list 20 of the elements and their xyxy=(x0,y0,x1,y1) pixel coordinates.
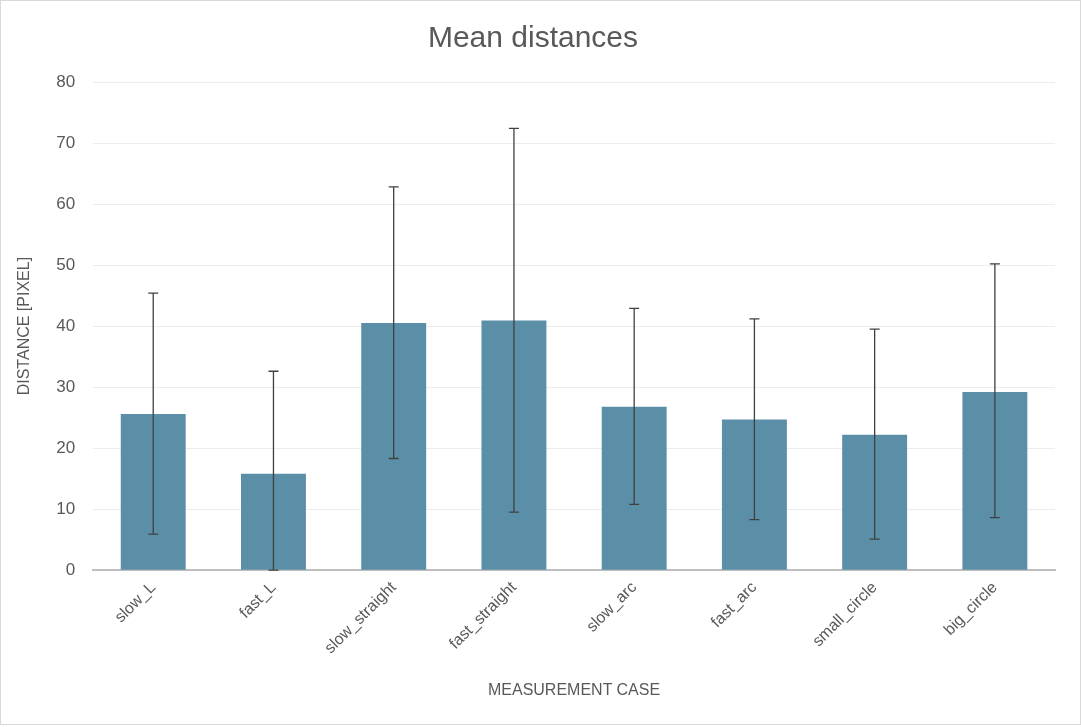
bar xyxy=(842,434,908,570)
x-axis-title: MEASUREMENT CASE xyxy=(487,680,661,698)
bar xyxy=(241,473,306,570)
y-tick-label: 70 xyxy=(56,132,76,152)
bar xyxy=(962,392,1028,570)
bar xyxy=(721,419,787,570)
y-axis-title: DISTANCE [PIXEL] xyxy=(15,256,33,396)
bar xyxy=(601,406,667,570)
bar xyxy=(361,323,427,570)
y-tick-label: 20 xyxy=(56,437,76,457)
y-tick-label: 60 xyxy=(56,193,76,213)
y-tick-label: 30 xyxy=(56,376,76,396)
y-tick-label: 10 xyxy=(56,498,76,518)
y-tick-label: 50 xyxy=(56,254,76,274)
y-tick-label: 80 xyxy=(56,71,76,91)
y-tick-label: 40 xyxy=(56,315,76,335)
bar xyxy=(120,413,186,570)
chart-title: Mean distances xyxy=(427,20,639,54)
y-tick-label: 0 xyxy=(65,559,76,579)
bar xyxy=(481,320,547,570)
